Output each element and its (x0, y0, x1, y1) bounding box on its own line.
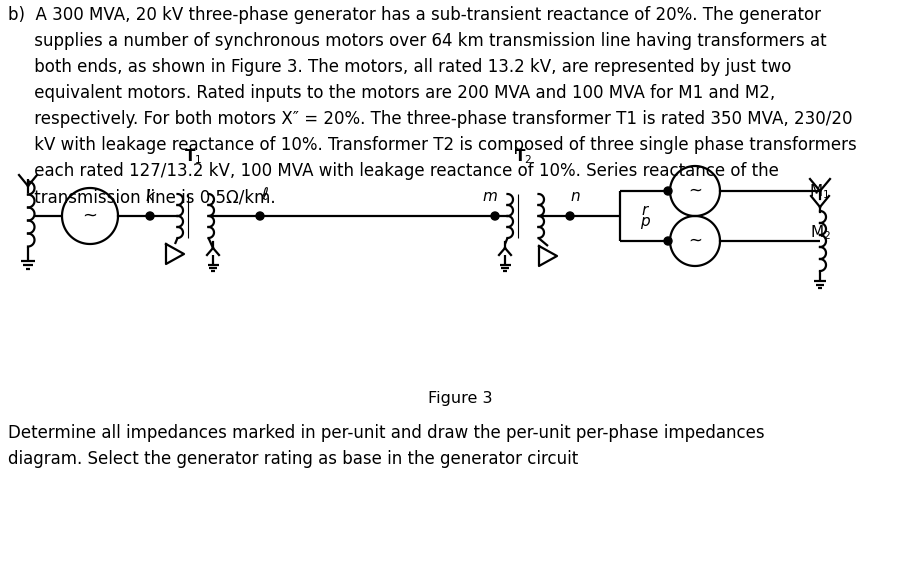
Text: M$_1$: M$_1$ (810, 182, 831, 201)
Circle shape (664, 237, 672, 245)
Text: ~: ~ (688, 182, 702, 200)
Text: T$_1$: T$_1$ (184, 147, 202, 166)
Text: equivalent motors. Rated inputs to the motors are 200 MVA and 100 MVA for M1 and: equivalent motors. Rated inputs to the m… (8, 84, 775, 102)
Text: ~: ~ (83, 207, 98, 225)
Circle shape (491, 212, 499, 220)
Text: b)  A 300 MVA, 20 kV three-phase generator has a sub-transient reactance of 20%.: b) A 300 MVA, 20 kV three-phase generato… (8, 6, 821, 24)
Text: transmission line is 0.5Ω/km.: transmission line is 0.5Ω/km. (8, 188, 275, 206)
Text: respectively. For both motors X″ = 20%. The three-phase transformer T1 is rated : respectively. For both motors X″ = 20%. … (8, 110, 853, 128)
Text: both ends, as shown in Figure 3. The motors, all rated 13.2 kV, are represented : both ends, as shown in Figure 3. The mot… (8, 58, 791, 76)
Text: supplies a number of synchronous motors over 64 km transmission line having tran: supplies a number of synchronous motors … (8, 32, 827, 50)
Text: k: k (146, 189, 155, 204)
Text: m: m (483, 189, 497, 204)
Text: M$_2$: M$_2$ (810, 223, 831, 242)
Circle shape (146, 212, 154, 220)
Text: p: p (640, 214, 650, 229)
Circle shape (566, 212, 574, 220)
Text: r: r (642, 203, 648, 218)
Text: T$_2$: T$_2$ (514, 147, 532, 166)
Circle shape (256, 212, 264, 220)
Text: Determine all impedances marked in per-unit and draw the per-unit per-phase impe: Determine all impedances marked in per-u… (8, 424, 764, 442)
Text: n: n (570, 189, 580, 204)
Circle shape (664, 187, 672, 195)
Text: ~: ~ (688, 232, 702, 250)
Text: diagram. Select the generator rating as base in the generator circuit: diagram. Select the generator rating as … (8, 450, 578, 468)
Text: kV with leakage reactance of 10%. Transformer T2 is composed of three single pha: kV with leakage reactance of 10%. Transf… (8, 136, 857, 154)
Text: each rated 127/13.2 kV, 100 MVA with leakage reactance of 10%. Series reactance : each rated 127/13.2 kV, 100 MVA with lea… (8, 162, 779, 180)
Text: $\ell$: $\ell$ (261, 186, 269, 204)
Text: Figure 3: Figure 3 (427, 391, 492, 406)
